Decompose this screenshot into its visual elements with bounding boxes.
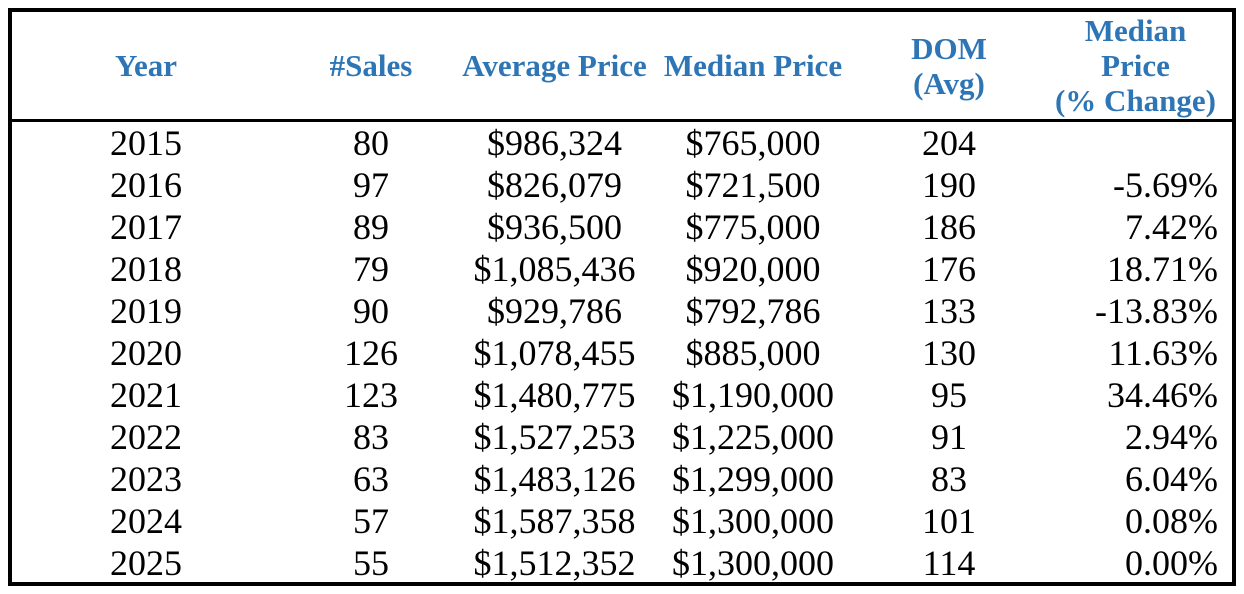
cell-year: 2020 xyxy=(110,333,182,373)
annual-sales-summary-table: Year #Sales Average Price Median Price D… xyxy=(12,12,1232,584)
cell-year: 2025 xyxy=(110,543,182,583)
cell-average-price: $986,324 xyxy=(487,123,622,163)
cell-dom-avg: 176 xyxy=(922,249,976,289)
cell-median-price: $792,786 xyxy=(685,291,821,331)
cell-dom-avg: 186 xyxy=(922,207,976,247)
cell-dom-avg: 204 xyxy=(922,123,976,163)
table-row: 2015 80 $986,324 $765,000 204 xyxy=(12,121,1232,165)
cell-median-price: $885,000 xyxy=(685,333,821,373)
cell-sales: 126 xyxy=(344,333,398,373)
cell-dom-avg: 130 xyxy=(922,333,976,373)
cell-average-price: $929,786 xyxy=(487,291,622,331)
table-body: 2015 80 $986,324 $765,000 204 2016 97 $8… xyxy=(12,121,1232,585)
cell-year: 2017 xyxy=(110,207,182,247)
table-row: 2016 97 $826,079 $721,500 190 -5.69% xyxy=(12,164,1232,206)
cell-median-price-pct-change: 0.08% xyxy=(1125,501,1218,541)
cell-dom-avg: 91 xyxy=(931,417,967,457)
cell-median-price-pct-change: 18.71% xyxy=(1107,249,1218,289)
cell-sales: 97 xyxy=(353,165,389,205)
cell-sales: 57 xyxy=(353,501,389,541)
cell-sales: 83 xyxy=(353,417,389,457)
cell-average-price: $826,079 xyxy=(487,165,622,205)
cell-average-price: $936,500 xyxy=(487,207,622,247)
cell-median-price: $1,190,000 xyxy=(672,375,834,415)
cell-dom-avg: 83 xyxy=(931,459,967,499)
table-border-frame: Year #Sales Average Price Median Price D… xyxy=(8,8,1236,586)
cell-median-price: $1,299,000 xyxy=(672,459,834,499)
cell-year: 2024 xyxy=(110,501,182,541)
table-row: 2024 57 $1,587,358 $1,300,000 101 0.08% xyxy=(12,500,1232,542)
cell-dom-avg: 95 xyxy=(931,375,967,415)
table-row: 2021 123 $1,480,775 $1,190,000 95 34.46% xyxy=(12,374,1232,416)
cell-year: 2023 xyxy=(110,459,182,499)
cell-median-price-pct-change: 7.42% xyxy=(1125,207,1218,247)
cell-dom-avg: 114 xyxy=(922,543,976,583)
cell-year: 2019 xyxy=(110,291,182,331)
cell-median-price-pct-change: -13.83% xyxy=(1095,291,1218,331)
table-row: 2017 89 $936,500 $775,000 186 7.42% xyxy=(12,206,1232,248)
cell-median-price: $1,225,000 xyxy=(672,417,834,457)
cell-sales: 63 xyxy=(353,459,389,499)
cell-year: 2022 xyxy=(110,417,182,457)
table-row: 2018 79 $1,085,436 $920,000 176 18.71% xyxy=(12,248,1232,290)
cell-average-price: $1,085,436 xyxy=(473,249,636,289)
table-row: 2025 55 $1,512,352 $1,300,000 114 0.00% xyxy=(12,542,1232,584)
cell-average-price: $1,483,126 xyxy=(473,459,636,499)
cell-sales: 89 xyxy=(353,207,389,247)
cell-sales: 90 xyxy=(353,291,389,331)
cell-average-price: $1,078,455 xyxy=(473,333,636,373)
cell-dom-avg: 133 xyxy=(922,291,976,331)
column-header-year: Year xyxy=(12,12,280,122)
column-header-median-price: Median Price xyxy=(647,12,859,122)
cell-sales: 79 xyxy=(353,249,389,289)
table-row: 2020 126 $1,078,455 $885,000 130 11.63% xyxy=(12,332,1232,374)
table-row: 2023 63 $1,483,126 $1,299,000 83 6.04% xyxy=(12,458,1232,500)
column-header-median-price-pct-change: Median Price (% Change) xyxy=(1039,12,1232,122)
cell-median-price-pct-change: -5.69% xyxy=(1113,165,1218,205)
cell-dom-avg: 101 xyxy=(922,501,976,541)
table-row: 2022 83 $1,527,253 $1,225,000 91 2.94% xyxy=(12,416,1232,458)
cell-year: 2021 xyxy=(110,375,182,415)
cell-median-price: $1,300,000 xyxy=(672,543,834,583)
cell-median-price-pct-change: 0.00% xyxy=(1125,543,1218,583)
cell-median-price: $775,000 xyxy=(685,207,821,247)
cell-average-price: $1,512,352 xyxy=(473,543,636,583)
cell-median-price-pct-change: 11.63% xyxy=(1108,333,1218,373)
cell-median-price-pct-change xyxy=(1039,121,1232,165)
cell-sales: 55 xyxy=(353,543,389,583)
cell-year: 2016 xyxy=(110,165,182,205)
column-header-average-price: Average Price xyxy=(462,12,647,122)
cell-median-price: $721,500 xyxy=(685,165,821,205)
cell-sales: 123 xyxy=(344,375,398,415)
column-header-sales: #Sales xyxy=(280,12,462,122)
column-header-dom-avg: DOM (Avg) xyxy=(859,12,1039,122)
cell-median-price-pct-change: 2.94% xyxy=(1125,417,1218,457)
cell-median-price-pct-change: 6.04% xyxy=(1125,459,1218,499)
table-header: Year #Sales Average Price Median Price D… xyxy=(12,12,1232,122)
cell-average-price: $1,480,775 xyxy=(473,375,636,415)
cell-sales: 80 xyxy=(353,123,389,163)
cell-average-price: $1,587,358 xyxy=(473,501,636,541)
cell-average-price: $1,527,253 xyxy=(473,417,636,457)
cell-year: 2018 xyxy=(110,249,182,289)
cell-median-price: $765,000 xyxy=(685,123,821,163)
cell-median-price-pct-change: 34.46% xyxy=(1107,375,1218,415)
table-row: 2019 90 $929,786 $792,786 133 -13.83% xyxy=(12,290,1232,332)
header-row: Year #Sales Average Price Median Price D… xyxy=(12,12,1232,122)
cell-median-price: $1,300,000 xyxy=(672,501,834,541)
cell-year: 2015 xyxy=(110,123,182,163)
cell-median-price: $920,000 xyxy=(685,249,821,289)
cell-dom-avg: 190 xyxy=(922,165,976,205)
